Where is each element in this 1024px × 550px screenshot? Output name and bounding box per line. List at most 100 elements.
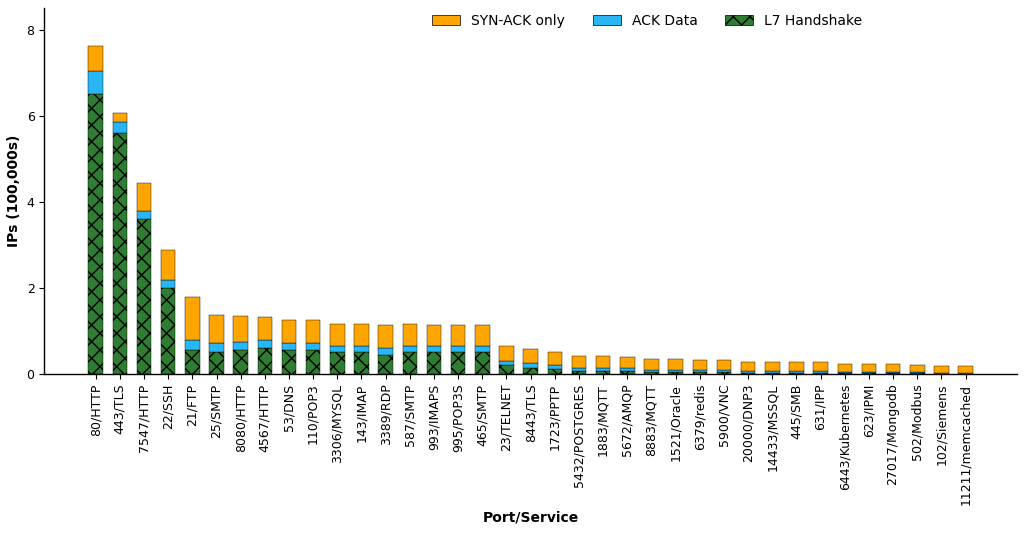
Bar (548, 365, 562, 369)
Bar (621, 371, 635, 374)
Bar (137, 219, 152, 374)
Bar (209, 353, 224, 374)
Bar (402, 345, 417, 353)
Bar (113, 113, 127, 123)
Bar (88, 46, 103, 71)
Bar (306, 343, 321, 350)
Bar (88, 95, 103, 374)
Bar (861, 373, 877, 374)
Bar (717, 360, 731, 370)
Bar (740, 361, 756, 371)
Bar (354, 353, 369, 374)
Bar (330, 324, 345, 345)
Bar (523, 363, 538, 367)
Bar (740, 371, 756, 373)
Bar (427, 346, 441, 353)
Bar (330, 345, 345, 353)
Bar (233, 342, 248, 350)
Bar (790, 371, 804, 373)
Bar (571, 355, 586, 367)
Bar (934, 366, 948, 373)
Bar (692, 372, 707, 374)
Bar (354, 345, 369, 353)
Bar (910, 365, 925, 372)
Bar (282, 320, 296, 343)
Bar (958, 366, 973, 373)
Bar (717, 370, 731, 372)
Bar (571, 371, 586, 374)
Bar (137, 183, 152, 211)
Bar (571, 367, 586, 371)
Bar (233, 316, 248, 342)
Bar (692, 370, 707, 372)
Bar (451, 325, 465, 347)
Bar (451, 346, 465, 353)
Bar (523, 367, 538, 374)
Bar (886, 373, 900, 374)
Bar (644, 370, 658, 372)
Bar (692, 360, 707, 370)
Bar (379, 355, 393, 374)
Bar (790, 361, 804, 371)
Bar (306, 320, 321, 343)
Bar (306, 350, 321, 374)
Bar (669, 370, 683, 372)
Bar (910, 373, 925, 374)
Bar (621, 368, 635, 371)
X-axis label: Port/Service: Port/Service (482, 510, 579, 524)
Bar (161, 250, 175, 280)
Bar (861, 364, 877, 372)
Bar (765, 373, 779, 374)
Bar (475, 346, 489, 353)
Bar (669, 372, 683, 374)
Bar (886, 372, 900, 373)
Bar (838, 373, 852, 374)
Bar (861, 372, 877, 373)
Bar (161, 280, 175, 288)
Bar (209, 315, 224, 343)
Bar (379, 326, 393, 348)
Bar (596, 355, 610, 367)
Bar (137, 211, 152, 219)
Bar (185, 296, 200, 339)
Bar (427, 353, 441, 374)
Bar (113, 123, 127, 133)
Bar (161, 288, 175, 374)
Bar (740, 373, 756, 374)
Bar (233, 350, 248, 374)
Bar (402, 324, 417, 345)
Bar (790, 373, 804, 374)
Bar (813, 373, 827, 374)
Bar (209, 343, 224, 353)
Bar (258, 348, 272, 374)
Bar (596, 371, 610, 374)
Bar (354, 324, 369, 345)
Bar (500, 346, 514, 361)
Bar (813, 371, 827, 373)
Bar (548, 369, 562, 374)
Bar (500, 365, 514, 374)
Bar (475, 353, 489, 374)
Bar (185, 339, 200, 350)
Bar (765, 371, 779, 373)
Y-axis label: IPs (100,000s): IPs (100,000s) (7, 135, 20, 248)
Bar (282, 350, 296, 374)
Bar (596, 367, 610, 371)
Bar (717, 372, 731, 374)
Bar (402, 353, 417, 374)
Bar (500, 361, 514, 365)
Legend: SYN-ACK only, ACK Data, L7 Handshake: SYN-ACK only, ACK Data, L7 Handshake (427, 8, 868, 33)
Bar (258, 340, 272, 348)
Bar (548, 353, 562, 365)
Bar (644, 372, 658, 374)
Bar (523, 349, 538, 363)
Bar (838, 372, 852, 373)
Bar (185, 350, 200, 374)
Bar (621, 357, 635, 368)
Bar (88, 71, 103, 95)
Bar (669, 359, 683, 370)
Bar (258, 317, 272, 340)
Bar (475, 325, 489, 347)
Bar (451, 353, 465, 374)
Bar (113, 133, 127, 374)
